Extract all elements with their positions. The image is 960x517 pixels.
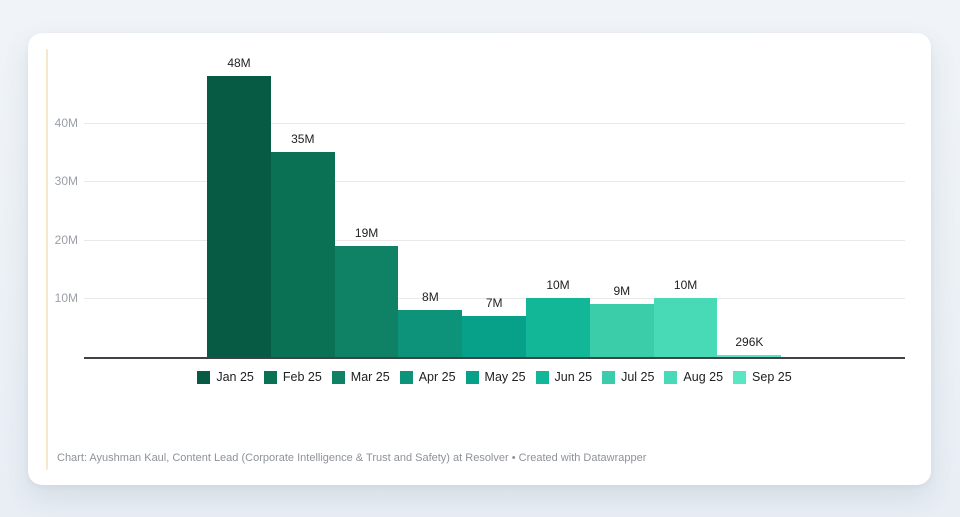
- gridline-40m: [84, 122, 905, 124]
- legend-label: Feb 25: [282, 370, 322, 384]
- legend-item-jul-25: Jul 25: [602, 370, 654, 384]
- legend-swatch: [535, 370, 549, 384]
- bar-value-label: 48M: [227, 56, 251, 70]
- legend-swatch: [733, 370, 747, 384]
- legend-swatch: [399, 370, 413, 384]
- legend-item-may-25: May 25: [465, 370, 526, 384]
- legend-label: Sep 25: [752, 370, 792, 384]
- bar-mar-25[interactable]: [334, 245, 399, 357]
- bar-feb-25[interactable]: [270, 152, 335, 357]
- legend-label: Jul 25: [621, 370, 655, 384]
- legend-swatch: [602, 370, 616, 384]
- card-accent-line: [46, 49, 48, 470]
- bar-jul-25[interactable]: [589, 304, 654, 357]
- gridline-10m: [84, 298, 905, 300]
- legend-item-sep-25: Sep 25: [733, 370, 792, 384]
- bar-value-label: 296K: [735, 335, 764, 350]
- legend-label: Jun 25: [554, 370, 593, 384]
- bar-value-label: 10M: [546, 278, 570, 293]
- y-axis-tick-label: 30M: [54, 174, 78, 189]
- legend-label: Aug 25: [683, 370, 724, 384]
- bar-value-label: 8M: [422, 290, 439, 305]
- legend-item-aug-25: Aug 25: [664, 370, 723, 384]
- legend-item-feb-25: Feb 25: [263, 370, 322, 384]
- gridline-30m: [84, 181, 905, 183]
- legend-swatch: [331, 370, 345, 384]
- y-axis-tick-label: 20M: [54, 232, 78, 247]
- legend-label: May 25: [484, 370, 526, 384]
- bar-apr-25[interactable]: [398, 310, 463, 357]
- legend-swatch: [263, 370, 277, 384]
- legend-swatch: [197, 370, 211, 384]
- bar-value-label: 7M: [485, 296, 503, 311]
- bar-value-label: 9M: [613, 284, 631, 299]
- plot-area: 10M 20M 30M 40M 48M 35M 19M 8M 7M 10M 9M 10M 296K: [28, 33, 931, 485]
- legend-item-jun-25: Jun 25: [535, 370, 593, 384]
- chart-footer-credit: Chart: Ayushman Kaul, Content Lead (Corp…: [57, 452, 647, 464]
- legend-swatch: [664, 370, 678, 384]
- legend-label: Jan 25: [216, 370, 254, 384]
- x-axis-line: [84, 357, 905, 359]
- legend-swatch: [465, 370, 479, 384]
- bar-value-label: 10M: [673, 278, 698, 293]
- legend-label: Apr 25: [418, 370, 456, 384]
- bar-value-label: 19M: [354, 225, 379, 240]
- y-axis-tick-label: 40M: [54, 115, 78, 130]
- bar-may-25[interactable]: [462, 316, 526, 357]
- gridline-20m: [84, 239, 905, 241]
- bar-jun-25[interactable]: [526, 298, 590, 357]
- legend-label: Mar 25: [350, 370, 390, 384]
- bar-aug-25[interactable]: [653, 298, 718, 357]
- bar-sep-25[interactable]: [717, 355, 782, 357]
- bar-jan-25[interactable]: [207, 76, 271, 357]
- chart-card: 10M 20M 30M 40M 48M 35M 19M 8M 7M 10M 9M 10M 296K Ja…: [28, 33, 931, 485]
- chart-legend: Jan 25 Feb 25 Mar 25 Apr 25 May 25 Jun 25 Jul …: [84, 370, 905, 384]
- bar-value-label: 35M: [291, 132, 315, 147]
- legend-item-mar-25: Mar 25: [331, 370, 390, 384]
- legend-item-apr-25: Apr 25: [399, 370, 456, 384]
- legend-item-jan-25: Jan 25: [197, 370, 254, 384]
- y-axis-tick-label: 10M: [54, 291, 78, 306]
